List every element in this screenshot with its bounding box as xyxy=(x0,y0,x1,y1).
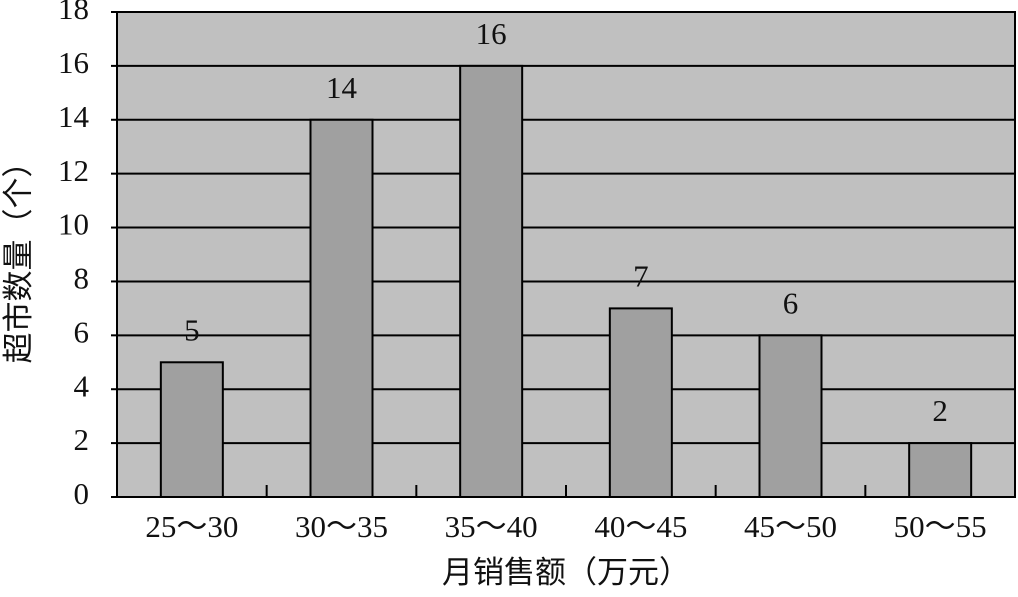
x-tick-label: 25～30 xyxy=(145,509,238,544)
value-label: 5 xyxy=(184,312,200,347)
value-label: 14 xyxy=(326,70,358,105)
y-tick-label: 12 xyxy=(58,153,89,188)
y-tick-label: 4 xyxy=(74,368,90,403)
x-tick-label: 30～35 xyxy=(295,509,388,544)
y-tick-label: 18 xyxy=(58,0,89,26)
value-label: 16 xyxy=(476,16,507,51)
y-tick-label: 6 xyxy=(74,314,90,349)
y-axis-label: 超市数量（个） xyxy=(1,147,36,364)
y-tick-label: 8 xyxy=(74,261,90,296)
x-tick-label: 50～55 xyxy=(894,509,987,544)
y-tick-label: 14 xyxy=(58,99,90,134)
y-tick-label: 2 xyxy=(74,422,90,457)
x-tick-label: 45～50 xyxy=(744,509,837,544)
bar xyxy=(608,307,673,498)
plot-area xyxy=(116,11,1016,498)
x-axis-label: 月销售额（万元） xyxy=(442,555,690,590)
bar xyxy=(459,64,524,498)
bar xyxy=(908,442,973,499)
y-tick-label: 10 xyxy=(58,207,89,242)
bar xyxy=(758,334,823,499)
bar xyxy=(309,118,374,499)
value-label: 6 xyxy=(783,285,799,320)
value-label: 2 xyxy=(932,393,948,428)
bar xyxy=(159,361,224,498)
y-tick-label: 16 xyxy=(58,45,89,80)
x-tick-label: 40～45 xyxy=(594,509,687,544)
x-tick-label: 35～40 xyxy=(445,509,538,544)
value-label: 7 xyxy=(633,258,649,293)
y-tick-label: 0 xyxy=(74,476,90,511)
